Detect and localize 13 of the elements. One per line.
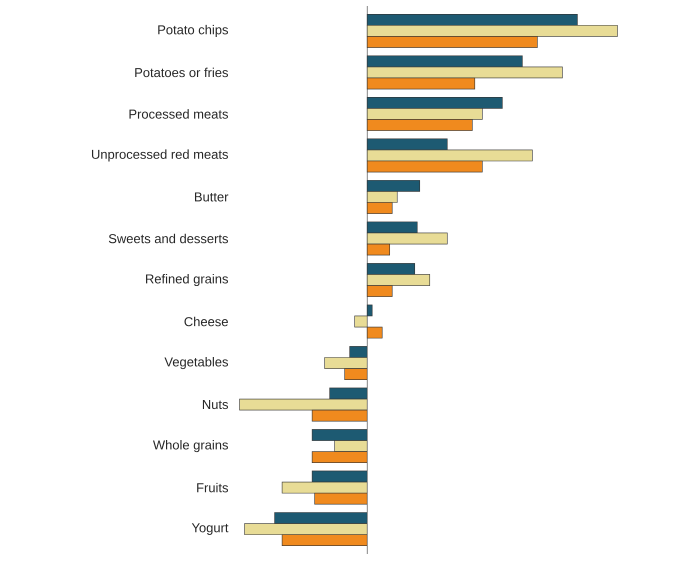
y-tick-label: Yogurt bbox=[192, 523, 228, 535]
y-tick-label: Whole grains bbox=[152, 440, 228, 452]
y-tick-label: Butter bbox=[194, 192, 228, 202]
y-tick-label: Vegetables bbox=[164, 356, 228, 370]
y-tick-label: Unprocessed red meats bbox=[92, 149, 228, 162]
y-tick-label: Potatoes or fries bbox=[135, 68, 228, 78]
y-tick-label: Cheese bbox=[184, 316, 228, 326]
y-tick-label: Potato chips bbox=[158, 24, 228, 37]
y-tick-label: Fruits bbox=[197, 482, 228, 492]
y-tick-label: Refined grains bbox=[146, 274, 228, 286]
y-tick-label: Nuts bbox=[202, 400, 228, 410]
y-tick-label: Processed meats bbox=[129, 109, 228, 119]
y-tick-label: Sweets and desserts bbox=[108, 234, 228, 244]
